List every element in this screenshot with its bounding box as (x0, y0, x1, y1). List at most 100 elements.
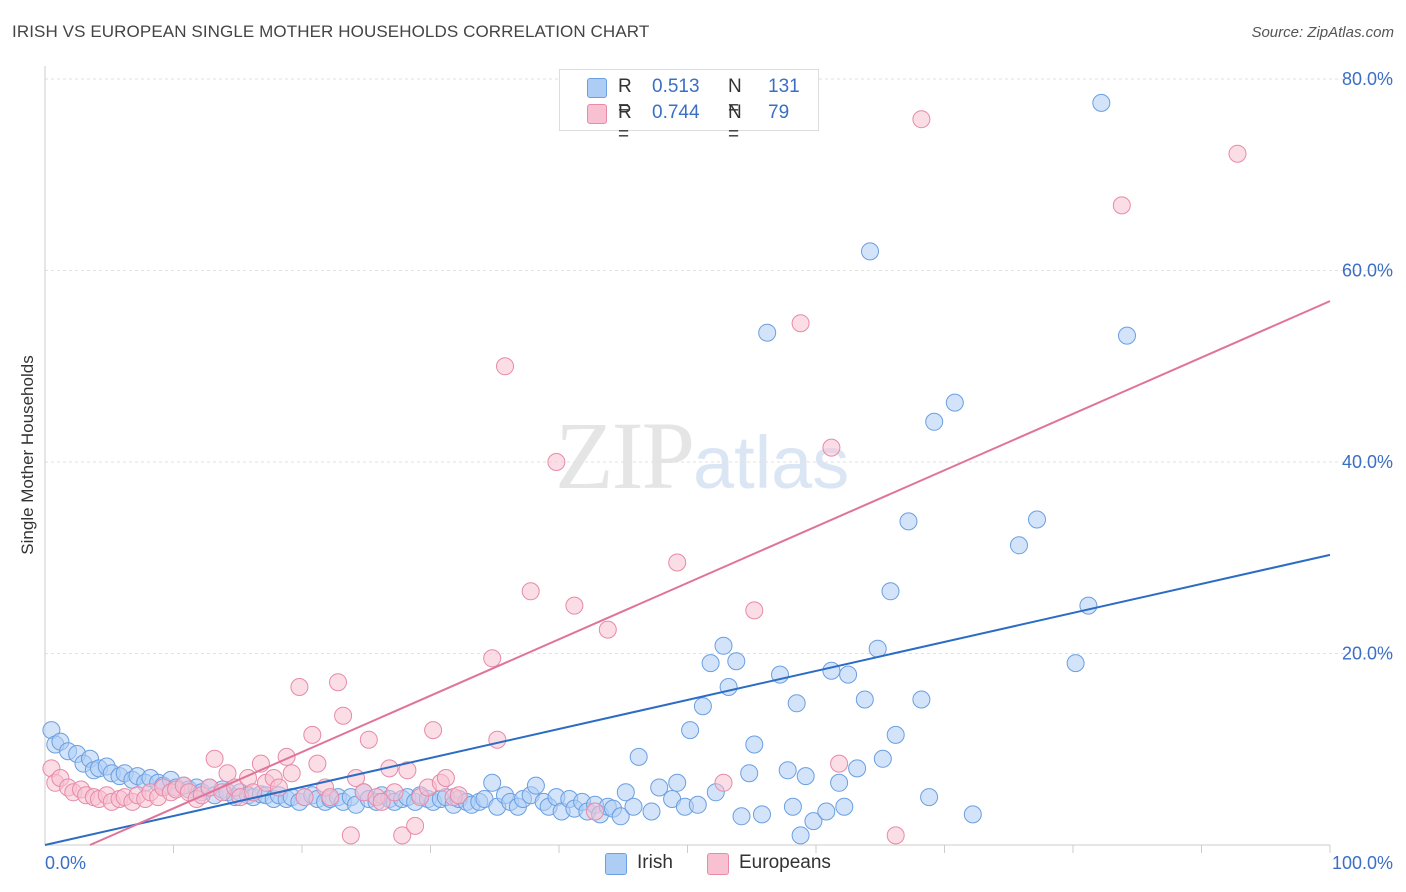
europeans-point (329, 673, 347, 692)
legend-label: Europeans (739, 852, 831, 873)
irish-point (873, 749, 892, 768)
n-value: 131 (768, 76, 800, 97)
irish-point (804, 812, 823, 831)
europeans-point (791, 314, 810, 333)
europeans-point (886, 826, 905, 845)
europeans-point (745, 601, 764, 620)
europeans-point (830, 754, 849, 773)
europeans-point (341, 826, 360, 845)
irish-point (839, 665, 858, 684)
irish-point (912, 690, 931, 709)
europeans-point (406, 816, 425, 835)
europeans-point (398, 761, 417, 780)
irish-point (650, 778, 669, 797)
irish-point (835, 797, 854, 816)
irish-point (642, 802, 661, 821)
n-label: N = (728, 76, 742, 119)
europeans-point (436, 769, 455, 787)
europeans-point (1228, 144, 1247, 163)
europeans-point (565, 596, 584, 615)
chart-title: IRISH VS EUROPEAN SINGLE MOTHER HOUSEHOL… (12, 22, 650, 41)
irish-point (861, 242, 879, 261)
irish-point (1028, 510, 1046, 529)
n-value: 79 (768, 102, 790, 123)
irish-point (714, 636, 733, 655)
irish-point (1010, 536, 1028, 555)
irish-point (732, 807, 751, 826)
irish-point (758, 323, 777, 342)
irish-point (796, 767, 815, 786)
europeans-point (598, 620, 617, 639)
irish-point (629, 747, 648, 766)
irish-point (830, 773, 849, 792)
r-value: 0.513 (652, 76, 700, 97)
irish-point (848, 759, 867, 778)
irish-point (1066, 654, 1085, 673)
irish-point (899, 512, 918, 531)
r-value: 0.744 (652, 102, 700, 123)
europeans-point (521, 582, 540, 601)
irish-point (681, 721, 700, 740)
europeans-point (912, 110, 931, 129)
irish-point (668, 773, 687, 792)
irish-point (753, 805, 771, 824)
legend-label: Irish (637, 852, 673, 873)
axes (44, 66, 1331, 853)
europeans-point (372, 792, 391, 811)
irish-trend-line (44, 553, 1331, 846)
irish-point (886, 725, 905, 744)
europeans-point (295, 788, 314, 807)
points (42, 93, 1247, 845)
europeans-point (1112, 196, 1131, 215)
europeans-point (547, 453, 566, 471)
europeans-point (488, 730, 507, 749)
irish-legend-swatch (605, 853, 627, 875)
irish-point (701, 654, 720, 673)
r-label: R = (618, 102, 632, 145)
irish-point (727, 652, 746, 671)
irish-point (925, 412, 944, 431)
europeans-point (290, 678, 309, 696)
n-label: N = (728, 102, 742, 145)
trend-lines (44, 300, 1331, 846)
x-tick-label: 0.0% (45, 853, 86, 873)
europeans-point (321, 788, 340, 807)
europeans-legend-swatch (707, 853, 729, 875)
irish-point (611, 807, 630, 826)
irish-point (963, 805, 982, 824)
europeans-trend-line (89, 300, 1331, 846)
europeans-point (668, 553, 687, 572)
irish-point (945, 393, 964, 412)
europeans-point (496, 357, 514, 376)
irish-point (778, 761, 797, 780)
europeans-point (308, 754, 327, 773)
europeans-point (303, 725, 322, 744)
irish-point (787, 694, 806, 713)
europeans-point (483, 649, 502, 668)
irish-point (526, 776, 545, 795)
irish-point (783, 797, 802, 816)
europeans-point (282, 764, 301, 783)
r-label: R = (618, 76, 632, 119)
europeans-point (449, 786, 468, 805)
europeans-point (385, 783, 404, 802)
watermark-zip: ZIP (555, 402, 695, 509)
correlation-legend: R = 0.513 N = 131 R = 0.744 N = 79 (559, 69, 819, 145)
irish-point (1092, 93, 1111, 112)
tick-labels: 20.0% 40.0% 60.0% 80.0% 0.0% 100.0% (45, 69, 1393, 873)
grid (45, 78, 1392, 654)
watermark: ZIPatlas (555, 400, 849, 511)
europeans-point (586, 802, 604, 821)
europeans-point (334, 706, 353, 725)
y-axis-title: Single Mother Households (18, 355, 37, 555)
irish-point (688, 795, 707, 814)
irish-point (920, 788, 939, 807)
irish-point (745, 735, 764, 754)
europeans-point (822, 438, 841, 457)
irish-point (855, 690, 874, 709)
irish-point (616, 783, 635, 802)
irish-point (693, 697, 712, 716)
irish-point (1118, 326, 1136, 345)
europeans-point (218, 764, 237, 783)
